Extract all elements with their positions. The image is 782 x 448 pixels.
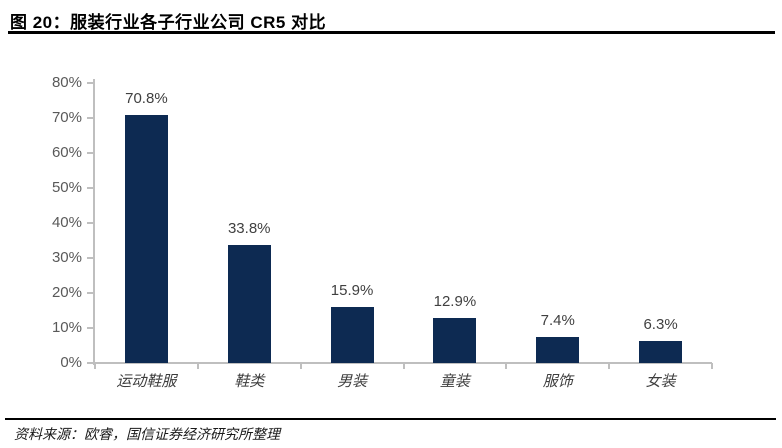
y-axis-tick-label: 80% <box>51 74 82 91</box>
y-axis-tick-label: 50% <box>51 179 82 196</box>
y-axis-line <box>93 79 95 365</box>
x-axis-category-label: 运动鞋服 <box>116 372 177 390</box>
y-axis-tick-label: 10% <box>51 319 82 336</box>
y-axis-tick <box>87 187 93 189</box>
x-axis-tick <box>196 363 199 369</box>
x-axis-tick <box>402 363 405 369</box>
y-axis-tick-label: 0% <box>60 354 82 371</box>
x-axis-category-label: 女装 <box>645 372 676 390</box>
bar <box>124 115 168 363</box>
y-axis-tick <box>87 327 93 329</box>
y-axis-tick <box>87 222 93 224</box>
x-axis-tick <box>608 363 611 369</box>
y-axis-tick <box>87 362 93 364</box>
x-axis-category-label: 服饰 <box>542 372 573 390</box>
bar <box>227 244 271 363</box>
bar-value-label: 15.9% <box>330 282 374 300</box>
bar-value-label: 12.9% <box>433 292 477 310</box>
bar-value-label: 33.8% <box>227 219 271 237</box>
y-axis-tick-label: 20% <box>51 284 82 301</box>
figure-title: 图 20：服装行业各子行业公司 CR5 对比 <box>10 13 327 32</box>
x-axis-category-label: 男装 <box>337 372 368 390</box>
source-note: 资料来源：欧睿，国信证券经济研究所整理 <box>14 427 280 443</box>
x-axis-tick <box>94 363 96 369</box>
bar-value-label: 70.8% <box>125 90 168 108</box>
y-axis-tick <box>87 292 93 294</box>
x-axis-tick <box>505 363 508 369</box>
x-axis-tick <box>711 363 713 369</box>
y-axis-tick <box>87 117 93 119</box>
x-axis-category-label: 鞋类 <box>234 372 265 390</box>
bar <box>433 317 477 363</box>
y-axis-tick-label: 70% <box>51 109 82 126</box>
y-axis-tick <box>87 152 93 154</box>
x-axis-category-label: 童装 <box>439 372 470 390</box>
y-axis-tick <box>87 82 93 84</box>
x-axis-tick <box>299 363 302 369</box>
bar <box>536 337 580 363</box>
y-axis-tick <box>87 257 93 259</box>
bar-value-label: 6.3% <box>643 315 678 333</box>
y-axis-tick-label: 40% <box>51 214 82 231</box>
bar-value-label: 7.4% <box>540 312 575 330</box>
bar <box>639 340 683 363</box>
y-axis-tick-label: 30% <box>51 249 82 266</box>
title-divider <box>8 31 775 34</box>
y-axis-tick-label: 60% <box>51 144 82 161</box>
footer-divider <box>5 418 776 420</box>
bar <box>330 307 374 363</box>
